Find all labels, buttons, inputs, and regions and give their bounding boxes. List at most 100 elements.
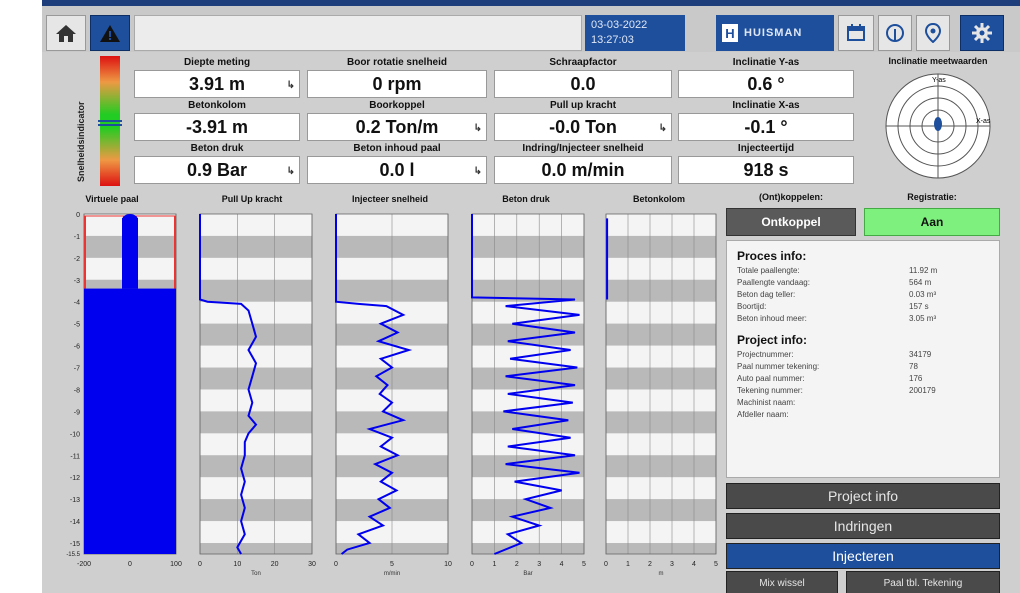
info-row-unit bbox=[949, 301, 989, 313]
time-text: 13:27:03 bbox=[591, 34, 634, 46]
metric-4: Betonkolom -3.91 m bbox=[134, 99, 300, 143]
info-row: Afdeller naam: bbox=[737, 409, 989, 421]
reset-arrow-icon[interactable]: ↳ bbox=[658, 123, 667, 134]
info-row-key: Paallengte vandaag: bbox=[737, 278, 810, 287]
huisman-logo: H HUISMAN bbox=[716, 15, 834, 51]
depth-band bbox=[606, 433, 716, 456]
metric-value-box[interactable]: -0.1 ° bbox=[678, 113, 854, 141]
depth-band bbox=[606, 477, 716, 500]
metric-0: Diepte meting 3.91 m ↳ bbox=[134, 56, 300, 100]
info-row-key: Beton inhoud meer: bbox=[737, 314, 807, 323]
x-tick-label: 0 bbox=[470, 561, 474, 568]
home-button[interactable] bbox=[46, 15, 86, 51]
message-field bbox=[134, 15, 582, 51]
metric-label: Indring/Injecteer snelheid bbox=[522, 143, 644, 154]
metric-value: -0.0 Ton bbox=[549, 117, 617, 137]
bottom-depth-label: -15.5 bbox=[66, 552, 80, 558]
depth-tick-label: -8 bbox=[74, 387, 80, 394]
metric-value: 0.9 Bar bbox=[186, 160, 248, 180]
x-tick-label: 0 bbox=[604, 561, 608, 568]
metric-label: Inclinatie X-as bbox=[732, 100, 800, 111]
depth-band bbox=[200, 477, 312, 500]
metric-value-box[interactable]: 0.0 m/min bbox=[494, 156, 672, 184]
injecteren-button[interactable]: Injecteren bbox=[726, 543, 1000, 569]
depth-band bbox=[200, 389, 312, 412]
info-row-unit bbox=[949, 397, 989, 409]
metric-label: Beton druk bbox=[190, 143, 244, 154]
depth-band bbox=[200, 345, 312, 368]
metric-value: 918 s bbox=[743, 160, 789, 180]
datetime-display: 03-03-2022 13:27:03 bbox=[585, 15, 685, 51]
plot-0: Virtuele paal -200 0 100 0 -1 -2 -3 -4 -5 -6 -7 -8 -9… bbox=[42, 190, 182, 593]
metric-value: 0 rpm bbox=[372, 74, 422, 94]
reset-arrow-icon[interactable]: ↳ bbox=[473, 166, 482, 177]
y-axis-label: Y-as bbox=[932, 77, 946, 84]
reset-arrow-icon[interactable]: ↳ bbox=[473, 123, 482, 134]
info-row: Boortijd: 157 s bbox=[737, 301, 989, 313]
metric-value-box[interactable]: -0.0 Ton ↳ bbox=[494, 113, 672, 141]
pile-cap bbox=[122, 214, 138, 226]
metric-value-box[interactable]: 3.91 m ↳ bbox=[134, 70, 300, 98]
info-row: Paallengte vandaag: 564 m bbox=[737, 277, 989, 289]
location-button[interactable] bbox=[916, 15, 950, 51]
warning-button[interactable] bbox=[90, 15, 130, 51]
x-tick-label: 0 bbox=[198, 561, 202, 568]
antenna-button[interactable] bbox=[878, 15, 912, 51]
info-row-value: 0.03 m³ bbox=[909, 290, 937, 299]
calendar-button[interactable] bbox=[838, 15, 874, 51]
speed-indicator-label: Snelheidsindicator bbox=[76, 101, 86, 182]
x-tick-label: -200 bbox=[77, 561, 91, 568]
info-panel: Proces info: Totale paallengte: 11.92 m Pa… bbox=[726, 240, 1000, 478]
depth-band bbox=[472, 389, 584, 412]
inclination-indicator bbox=[934, 117, 942, 131]
plot-title: Injecteer snelheid bbox=[351, 194, 429, 204]
info-row-unit bbox=[949, 373, 989, 385]
metric-value-box[interactable]: -3.91 m bbox=[134, 113, 300, 141]
depth-band bbox=[606, 214, 716, 236]
x-tick-label: 10 bbox=[233, 561, 241, 568]
reset-arrow-icon[interactable]: ↳ bbox=[286, 80, 295, 91]
screen: 03-03-2022 13:27:03 H HUISMAN Snelheidsi… bbox=[42, 0, 1020, 593]
info-row: Paal nummer tekening: 78 bbox=[737, 361, 989, 373]
indringen-button[interactable]: Indringen bbox=[726, 513, 1000, 539]
depth-band bbox=[472, 477, 584, 500]
info-row-key: Auto paal nummer: bbox=[737, 374, 805, 383]
metric-value-box[interactable]: 918 s bbox=[678, 156, 854, 184]
depth-tick-label: -12 bbox=[70, 475, 80, 482]
depth-band bbox=[472, 499, 584, 522]
plot-svg: 0 5 10 m/min bbox=[334, 213, 452, 577]
depth-tick-label: -6 bbox=[74, 344, 80, 351]
depth-band bbox=[200, 301, 312, 324]
metric-3: Inclinatie Y-as 0.6 ° bbox=[678, 56, 854, 100]
metric-value-box[interactable]: 0 rpm bbox=[307, 70, 487, 98]
metric-value-box[interactable]: 0.9 Bar ↳ bbox=[134, 156, 300, 184]
metric-label: Inclinatie Y-as bbox=[732, 57, 800, 68]
metric-value: -3.91 m bbox=[185, 117, 249, 137]
depth-band bbox=[606, 279, 716, 302]
info-row-value bbox=[909, 409, 949, 421]
depth-tick-label: -14 bbox=[70, 519, 80, 526]
metric-value-box[interactable]: 0.6 ° bbox=[678, 70, 854, 98]
metric-value-box[interactable]: 0.0 bbox=[494, 70, 672, 98]
info-row-key: Machinist naam: bbox=[737, 398, 796, 407]
plot-2: Injecteer snelheid 0 5 10 m/min bbox=[322, 190, 458, 593]
metric-1: Boor rotatie snelheid 0 rpm bbox=[307, 56, 487, 100]
x-tick-label: 5 bbox=[582, 561, 586, 568]
depth-tick-label: -7 bbox=[74, 366, 80, 373]
registration-on-button[interactable]: Aan bbox=[864, 208, 1000, 236]
inclination-meter: Y-as X-as bbox=[868, 68, 1008, 182]
project-info-button[interactable]: Project info bbox=[726, 483, 1000, 509]
info-row: Totale paallengte: 11.92 m bbox=[737, 265, 989, 277]
metric-value-box[interactable]: 0.0 l ↳ bbox=[307, 156, 487, 184]
settings-button[interactable] bbox=[960, 15, 1004, 51]
ontkoppel-button[interactable]: Ontkoppel bbox=[726, 208, 856, 236]
metric-value-box[interactable]: 0.2 Ton/m ↳ bbox=[307, 113, 487, 141]
paal-tekening-button[interactable]: Paal tbl. Tekening bbox=[846, 571, 1000, 593]
metric-label: Boorkoppel bbox=[369, 100, 425, 111]
depth-band bbox=[472, 323, 584, 346]
info-row-key: Beton dag teller: bbox=[737, 290, 796, 299]
depth-band bbox=[200, 235, 312, 258]
reset-arrow-icon[interactable]: ↳ bbox=[286, 166, 295, 177]
info-row-key: Boortijd: bbox=[737, 302, 767, 311]
mix-wissel-button[interactable]: Mix wissel bbox=[726, 571, 838, 593]
